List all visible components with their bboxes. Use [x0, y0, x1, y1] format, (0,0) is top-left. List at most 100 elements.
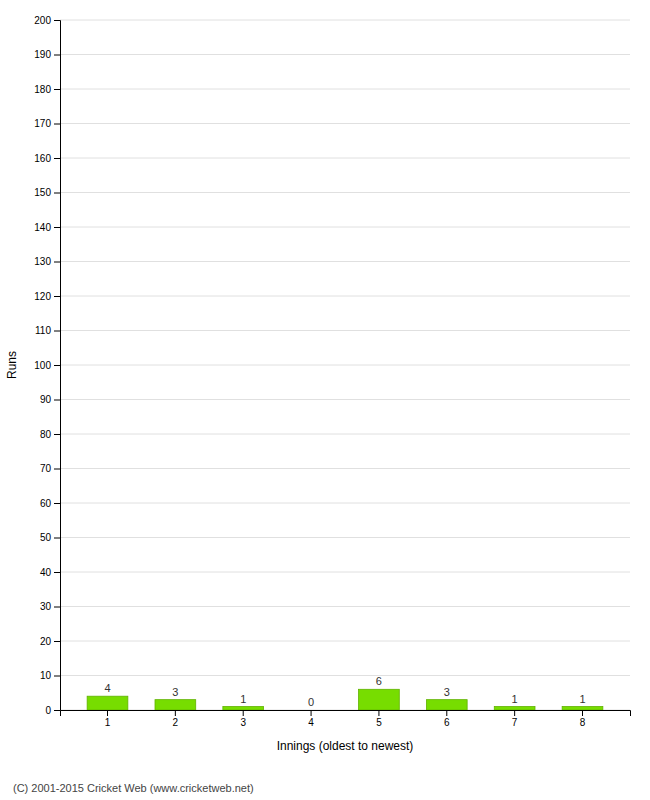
- data-labels: 43106311: [104, 675, 585, 708]
- bar: [359, 689, 400, 710]
- grid-line: [60, 123, 630, 124]
- grid-line: [60, 20, 630, 21]
- x-tick-mark: [107, 710, 108, 716]
- x-tick-mark: [514, 710, 515, 716]
- grid-line: [60, 227, 630, 228]
- bar: [562, 707, 603, 710]
- y-tick: 150: [34, 187, 60, 198]
- y-tick-mark: [54, 55, 60, 56]
- chart-svg: 4310631112345678010203040506070809010011…: [0, 0, 650, 800]
- y-tick: 100: [34, 360, 60, 371]
- data-label: 0: [308, 696, 314, 708]
- y-axis: 0102030405060708090100110120130140150160…: [34, 15, 60, 716]
- y-tick: 20: [40, 636, 60, 647]
- x-tick-label: 5: [376, 717, 382, 728]
- grid-line: [60, 606, 630, 607]
- grid: [60, 20, 630, 710]
- grid-line: [60, 365, 630, 366]
- y-tick-label: 50: [40, 532, 52, 543]
- y-tick-label: 70: [40, 463, 52, 474]
- y-tick-mark: [54, 469, 60, 470]
- x-tick-mark: [582, 710, 583, 716]
- plot-area: 4310631112345678010203040506070809010011…: [34, 15, 630, 728]
- y-tick-label: 180: [34, 84, 51, 95]
- y-tick: 50: [40, 532, 60, 543]
- y-tick: 10: [40, 670, 60, 681]
- y-tick: 180: [34, 84, 60, 95]
- grid-line: [60, 641, 630, 642]
- y-tick-label: 200: [34, 15, 51, 26]
- data-label: 3: [172, 686, 178, 698]
- y-tick: 110: [35, 325, 60, 336]
- y-tick-mark: [54, 227, 60, 228]
- x-tick-mark: [243, 710, 244, 716]
- y-tick-label: 90: [40, 394, 52, 405]
- y-tick-mark: [54, 607, 60, 608]
- x-axis-title: Innings (oldest to newest): [277, 739, 414, 753]
- footer-text: (C) 2001-2015 Cricket Web (www.cricketwe…: [13, 782, 254, 794]
- x-tick-mark: [311, 710, 312, 716]
- y-tick-label: 60: [40, 498, 52, 509]
- grid-line: [60, 296, 630, 297]
- y-tick-label: 80: [40, 429, 52, 440]
- x-axis: 1 2 3 4 5 6 7 8: [61, 710, 631, 728]
- x-tick-label: 4: [308, 717, 314, 728]
- x-tick-mark: [446, 710, 447, 716]
- x-tick: 7: [512, 710, 518, 728]
- x-tick: 8: [580, 710, 586, 728]
- grid-line: [60, 89, 630, 90]
- y-tick: 160: [34, 153, 60, 164]
- y-tick-mark: [54, 89, 60, 90]
- y-tick-label: 150: [34, 187, 51, 198]
- y-tick-mark: [54, 400, 60, 401]
- y-axis-title: Runs: [5, 351, 19, 379]
- grid-line: [60, 261, 630, 262]
- y-tick: 200: [34, 15, 60, 26]
- grid-line: [60, 330, 630, 331]
- grid-line: [60, 675, 630, 676]
- y-tick: 80: [40, 429, 60, 440]
- y-tick-mark: [54, 262, 60, 263]
- x-tick-label: 1: [105, 717, 111, 728]
- y-tick-mark: [54, 158, 60, 159]
- y-tick-mark: [54, 538, 60, 539]
- y-tick-mark: [54, 20, 60, 21]
- y-tick-label: 130: [34, 256, 51, 267]
- y-tick: 90: [40, 394, 60, 405]
- grid-line: [60, 572, 630, 573]
- grid-line: [60, 54, 630, 55]
- y-tick-label: 170: [34, 118, 51, 129]
- data-label: 6: [376, 675, 382, 687]
- grid-line: [60, 503, 630, 504]
- x-tick: 1: [105, 710, 111, 728]
- grid-line: [60, 192, 630, 193]
- data-label: 4: [104, 682, 110, 694]
- y-tick-mark: [54, 710, 60, 711]
- bar: [494, 707, 535, 710]
- y-tick-label: 160: [34, 153, 51, 164]
- bar: [426, 700, 467, 710]
- data-label: 3: [444, 686, 450, 698]
- grid-line: [60, 158, 630, 159]
- y-tick-label: 140: [34, 222, 51, 233]
- data-label: 1: [512, 693, 518, 705]
- y-tick-mark: [54, 331, 60, 332]
- x-tick-label: 6: [444, 717, 450, 728]
- y-tick: 170: [34, 118, 60, 129]
- y-tick: 120: [34, 291, 60, 302]
- x-tick: 4: [308, 710, 314, 728]
- y-tick-label: 0: [45, 705, 51, 716]
- bars: [87, 689, 603, 710]
- y-tick-mark: [54, 124, 60, 125]
- y-tick: 70: [40, 463, 60, 474]
- x-axis-line: [61, 711, 631, 717]
- x-tick: 2: [173, 710, 179, 728]
- y-tick-mark: [54, 434, 60, 435]
- x-tick-mark: [175, 710, 176, 716]
- x-tick-label: 3: [240, 717, 246, 728]
- grid-line: [60, 537, 630, 538]
- y-tick-label: 100: [34, 360, 51, 371]
- bar: [155, 700, 196, 710]
- chart-container: 4310631112345678010203040506070809010011…: [0, 0, 650, 800]
- data-label: 1: [579, 693, 585, 705]
